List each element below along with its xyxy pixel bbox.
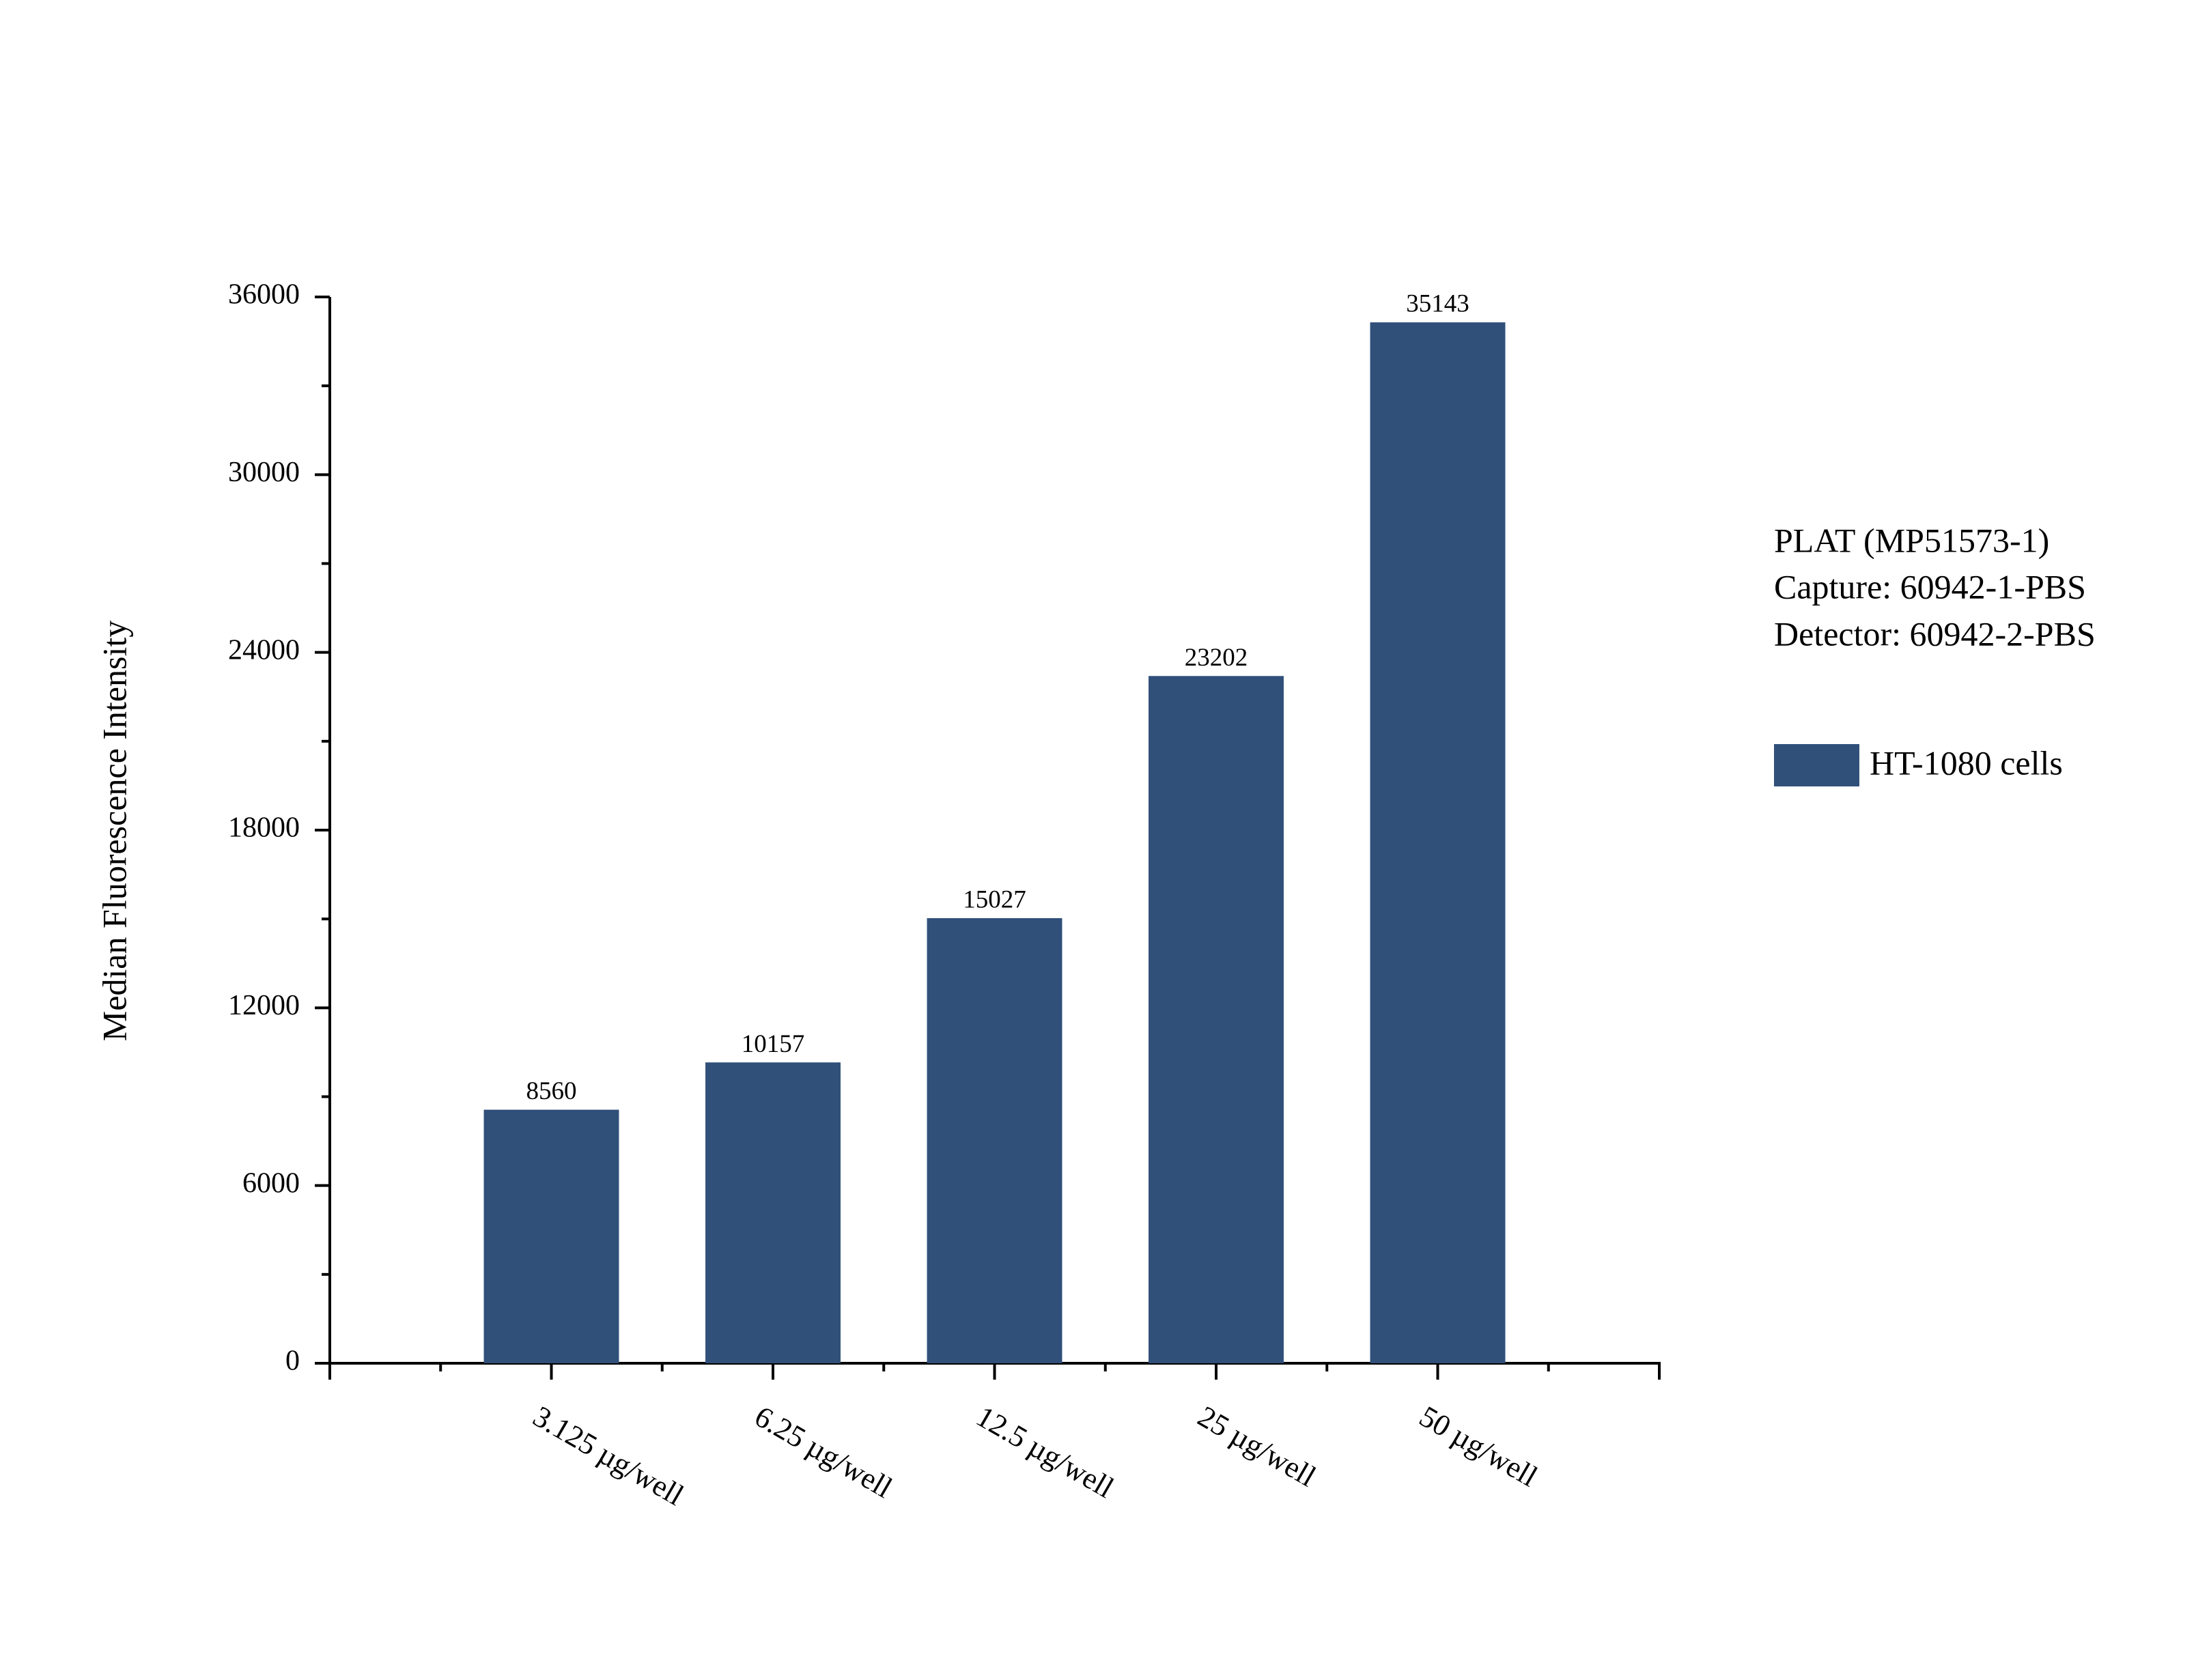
y-tick-label: 6000 — [242, 1167, 300, 1199]
value-label: 15027 — [963, 885, 1026, 913]
y-tick-label: 36000 — [228, 279, 300, 311]
value-label: 35143 — [1406, 290, 1469, 318]
legend-swatch — [1774, 744, 1859, 786]
annotation: Detector: 60942-2-PBS — [1774, 614, 2096, 653]
annotation: Capture: 60942-1-PBS — [1774, 567, 2086, 606]
bar — [927, 917, 1062, 1363]
y-tick-label: 12000 — [228, 990, 300, 1021]
y-axis-label: Median Fluorescence Intensity — [95, 621, 133, 1041]
value-label: 10157 — [742, 1030, 805, 1058]
value-label: 23202 — [1185, 644, 1248, 672]
legend-label: HT-1080 cells — [1870, 743, 2063, 782]
annotation: PLAT (MP51573-1) — [1774, 521, 2049, 559]
bar — [483, 1109, 619, 1363]
y-tick-label: 18000 — [228, 812, 300, 844]
y-tick-label: 0 — [285, 1346, 300, 1377]
value-label: 8560 — [526, 1077, 577, 1105]
bar — [705, 1062, 841, 1363]
y-tick-label: 30000 — [228, 457, 300, 488]
bar — [1149, 676, 1284, 1363]
bar — [1370, 322, 1506, 1363]
y-tick-label: 24000 — [228, 634, 300, 666]
